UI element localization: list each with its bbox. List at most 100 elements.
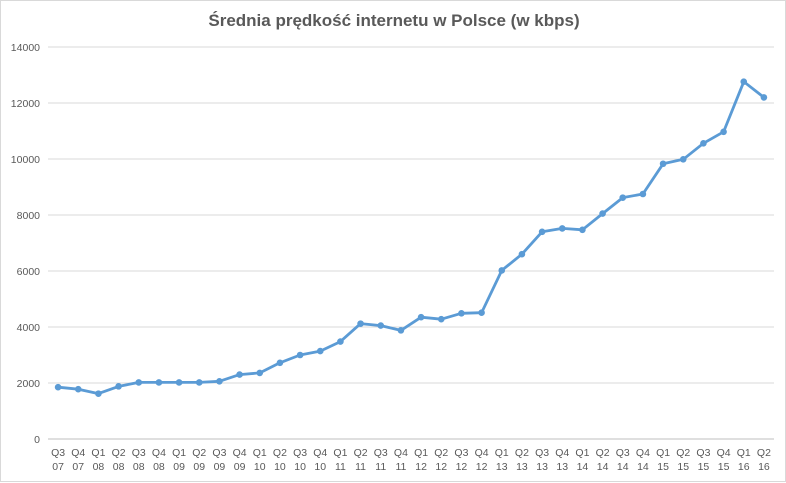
x-tick-label: 13 bbox=[496, 461, 508, 473]
x-tick-label: Q1 bbox=[656, 447, 670, 459]
x-tick-label: 14 bbox=[597, 461, 609, 473]
x-tick-label: 12 bbox=[415, 461, 427, 473]
data-point bbox=[740, 78, 748, 86]
x-tick-label: 08 bbox=[93, 461, 105, 473]
data-point bbox=[700, 140, 707, 147]
x-tick-label: Q1 bbox=[91, 447, 105, 459]
x-tick-label: 10 bbox=[254, 461, 266, 473]
x-tick-label: Q4 bbox=[394, 447, 408, 459]
data-point bbox=[95, 390, 102, 397]
data-point bbox=[337, 338, 344, 345]
data-point bbox=[679, 155, 687, 163]
x-tick-label: 13 bbox=[536, 461, 548, 473]
x-tick-label: Q4 bbox=[636, 447, 650, 459]
data-point bbox=[417, 313, 425, 321]
x-tick-label: Q3 bbox=[454, 447, 468, 459]
x-tick-label: 16 bbox=[758, 461, 770, 473]
data-point bbox=[115, 383, 122, 390]
data-point bbox=[357, 320, 364, 327]
data-point bbox=[639, 190, 647, 198]
data-point bbox=[74, 385, 82, 393]
x-tick-label: Q3 bbox=[51, 447, 65, 459]
x-tick-label: 09 bbox=[214, 461, 226, 473]
x-tick-label: Q4 bbox=[71, 447, 85, 459]
x-tick-label: 14 bbox=[637, 461, 649, 473]
x-tick-label: 14 bbox=[617, 461, 629, 473]
x-tick-label: 09 bbox=[173, 461, 185, 473]
x-tick-label: 09 bbox=[193, 461, 205, 473]
y-tick-label: 0 bbox=[34, 434, 40, 446]
x-tick-label: Q3 bbox=[696, 447, 710, 459]
y-tick-label: 6000 bbox=[17, 266, 41, 278]
y-tick-label: 8000 bbox=[17, 210, 41, 222]
x-tick-label: Q2 bbox=[273, 447, 287, 459]
data-point bbox=[558, 225, 566, 232]
data-point bbox=[437, 315, 445, 323]
data-point bbox=[458, 309, 465, 317]
x-tick-label: 09 bbox=[234, 461, 246, 473]
data-point bbox=[155, 379, 163, 386]
x-tick-label: Q1 bbox=[575, 447, 589, 459]
data-point bbox=[276, 359, 284, 367]
data-point bbox=[195, 379, 203, 386]
data-point bbox=[216, 378, 223, 385]
x-tick-label: 12 bbox=[435, 461, 447, 473]
x-tick-label: Q1 bbox=[253, 447, 267, 459]
y-tick-label: 2000 bbox=[17, 378, 41, 390]
x-tick-label: Q2 bbox=[596, 447, 610, 459]
x-tick-label: Q2 bbox=[192, 447, 206, 459]
x-tick-label: 08 bbox=[113, 461, 125, 473]
x-tick-label: 15 bbox=[718, 461, 730, 473]
x-tick-label: 12 bbox=[476, 461, 488, 473]
data-point bbox=[478, 309, 485, 317]
x-tick-label: 14 bbox=[577, 461, 589, 473]
x-tick-label: 11 bbox=[375, 461, 386, 473]
x-tick-label: Q4 bbox=[233, 447, 247, 459]
x-tick-label: Q1 bbox=[172, 447, 186, 459]
data-point bbox=[54, 383, 62, 391]
x-tick-label: 10 bbox=[314, 461, 326, 473]
x-tick-label: Q3 bbox=[535, 447, 549, 459]
data-point bbox=[175, 379, 183, 386]
x-tick-label: Q1 bbox=[333, 447, 347, 459]
y-tick-label: 12000 bbox=[11, 98, 40, 110]
x-tick-label: 16 bbox=[738, 461, 750, 473]
x-tick-label: 10 bbox=[274, 461, 286, 473]
data-point bbox=[659, 160, 667, 168]
data-point bbox=[377, 322, 385, 329]
x-tick-label: Q1 bbox=[495, 447, 509, 459]
data-point bbox=[579, 226, 586, 234]
x-tick-label: 07 bbox=[52, 461, 64, 473]
x-tick-label: 11 bbox=[395, 461, 406, 473]
data-point bbox=[135, 379, 143, 386]
x-tick-label: Q2 bbox=[434, 447, 448, 459]
x-tick-label: Q4 bbox=[475, 447, 489, 459]
x-tick-label: Q4 bbox=[313, 447, 327, 459]
x-tick-label: 08 bbox=[153, 461, 165, 473]
x-tick-label: Q1 bbox=[414, 447, 428, 459]
x-tick-label: 13 bbox=[556, 461, 568, 473]
y-tick-label: 10000 bbox=[11, 154, 40, 166]
x-tick-label: Q4 bbox=[152, 447, 166, 459]
data-point bbox=[518, 250, 526, 258]
x-tick-label: 15 bbox=[698, 461, 710, 473]
x-tick-label: Q2 bbox=[757, 447, 771, 459]
data-point bbox=[720, 128, 727, 136]
x-tick-label: 12 bbox=[456, 461, 468, 473]
data-point bbox=[256, 369, 264, 377]
x-tick-label: Q3 bbox=[293, 447, 307, 459]
x-tick-label: Q3 bbox=[374, 447, 388, 459]
x-tick-label: Q3 bbox=[212, 447, 226, 459]
x-tick-label: Q2 bbox=[112, 447, 126, 459]
data-point bbox=[296, 351, 304, 359]
data-point bbox=[619, 194, 627, 201]
x-tick-label: 11 bbox=[355, 461, 366, 473]
data-point bbox=[397, 327, 405, 334]
x-tick-label: Q3 bbox=[132, 447, 146, 459]
x-tick-label: 08 bbox=[133, 461, 145, 473]
x-tick-label: Q2 bbox=[676, 447, 690, 459]
data-point bbox=[760, 94, 768, 101]
data-point bbox=[498, 267, 506, 274]
